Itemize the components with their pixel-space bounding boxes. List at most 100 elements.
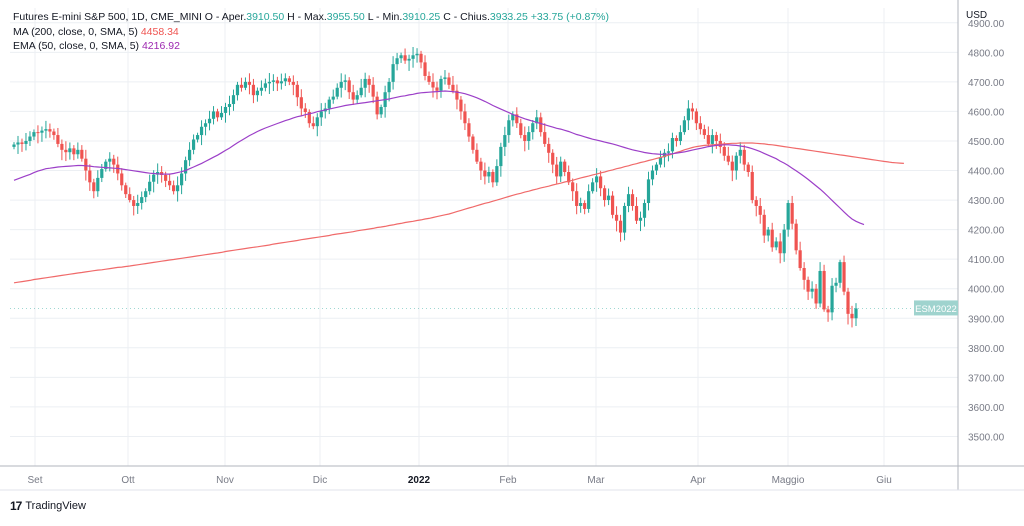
candle-body [602,188,607,201]
x-tick-label: Feb [499,475,517,486]
candle-body [24,140,28,144]
candle-body [263,83,268,88]
y-tick-label: 4400.00 [968,167,1005,178]
candle-body [794,223,798,251]
candle-body [152,174,156,182]
candle-body [219,112,224,118]
candle-body [770,229,774,248]
candle-body [395,58,399,65]
candle-body [730,161,734,171]
candle-body [343,80,347,82]
candle-body [614,214,619,221]
legend-change: +33.75 (+0.87%) [530,11,610,23]
candle-body [140,197,144,204]
candle-body [183,160,188,174]
candle-body [275,80,279,84]
candle-body [471,136,475,150]
candle-body [638,217,643,221]
tradingview-brand[interactable]: 17 TradingView [10,499,86,513]
candle-body [48,129,52,132]
candle-body [674,138,679,141]
candle-body [738,149,742,156]
candle-body [479,161,483,171]
legend-ema-value: 4216.92 [141,40,180,52]
x-tick-label: Apr [690,475,706,486]
candle-body [443,77,447,79]
candle-body [662,152,667,158]
candle-body [515,114,519,124]
last-price-tag [914,300,958,316]
candle-body [56,135,60,144]
candle-body [459,99,463,112]
candle-body [32,132,36,137]
candle-body [215,111,220,118]
legend-open-label: O - Aper. [204,11,247,23]
candle-body [483,170,487,177]
candle-body [746,164,750,172]
candle-body [798,250,802,269]
candle-body [144,191,148,198]
candle-body [463,111,467,124]
candle-body [176,185,180,192]
candle-body [20,142,24,144]
candle-body [838,262,842,283]
candle-body [778,241,782,254]
candle-body [120,173,124,186]
candle-body [587,191,591,209]
candle-body [571,182,575,192]
candle-body [251,84,256,96]
legend-ma-row[interactable]: MA (200, close, 0, SMA, 5) 4458.34 [13,25,609,40]
candle-body [168,180,172,186]
candle-body [447,77,451,85]
candle-body [527,132,531,141]
candle-body [507,120,511,136]
candle-body [427,75,431,82]
legend-ema-label: EMA (50, close, 0, SMA, 5) [13,40,140,52]
candle-body [307,112,311,124]
legend-symbol[interactable]: Futures E-mini S&P 500, 1D, CME_MINI [13,11,202,23]
candle-body [124,185,128,195]
candle-body [295,84,299,98]
candle-body [834,282,838,286]
candle-body [654,164,659,171]
y-tick-label: 3900.00 [968,314,1005,325]
y-tick-label: 4300.00 [968,196,1005,207]
x-tick-label: Ott [121,475,135,486]
candle-body [642,203,647,218]
legend-high-label: H - Max. [287,11,327,23]
last-price-tag-label: ESM2022 [915,304,957,315]
candle-body [690,108,694,112]
candle-body [279,81,283,84]
x-tick-label: Giu [876,475,892,486]
candle-body [539,117,543,133]
candle-body [563,161,567,172]
candle-body [559,161,563,177]
candle-body [243,81,248,88]
candle-body [247,81,252,85]
candle-body [702,129,706,136]
y-tick-label: 4500.00 [968,137,1005,148]
candle-body [678,132,683,141]
candle-body [64,149,68,153]
candle-body [331,96,335,100]
candle-body [579,203,583,206]
legend-ma-label: MA (200, close, 0, SMA, 5) [13,25,138,38]
candle-body [455,90,459,100]
candle-body [511,114,515,121]
legend-ema-row[interactable]: EMA (50, close, 0, SMA, 5) 4216.92 [13,39,609,54]
candle-body [822,270,826,310]
legend-ohlc-row: Futures E-mini S&P 500, 1D, CME_MINI O -… [13,10,609,25]
y-tick-label: 3700.00 [968,373,1005,384]
candle-body [319,111,323,118]
candle-body [706,135,710,144]
candle-body [523,135,527,141]
candle-body [754,200,758,206]
candle-body [722,146,726,156]
candle-body [267,81,271,84]
candle-body [132,200,136,206]
candle-body [622,205,627,233]
candle-body [742,149,746,165]
candle-body [467,123,471,137]
